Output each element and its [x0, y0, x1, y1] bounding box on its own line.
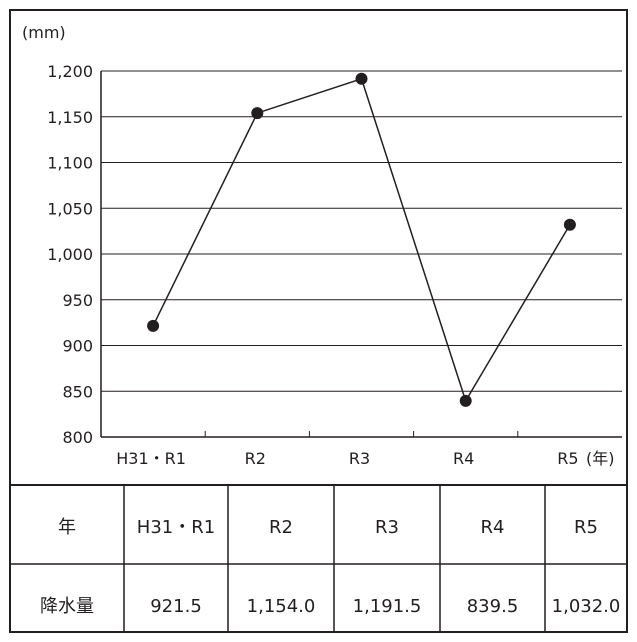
- y-unit-label: (mm): [22, 23, 66, 42]
- x-tick-label: R4: [453, 449, 474, 468]
- y-tick-label: 1,050: [47, 199, 93, 218]
- table-precipitation-cell: 1,154.0: [247, 596, 316, 617]
- table-precipitation-cell: 921.5: [150, 596, 202, 617]
- data-point: [356, 73, 368, 85]
- series-line: [153, 79, 570, 401]
- table-precipitation-cell: 1,032.0: [552, 596, 621, 617]
- table-year-cell: R4: [481, 517, 505, 538]
- table-header-year: 年: [58, 517, 76, 538]
- y-tick-label: 800: [62, 428, 93, 447]
- y-tick-label: 900: [62, 337, 93, 356]
- table-header-precipitation: 降水量: [40, 596, 94, 617]
- table-year-cell: R2: [269, 517, 293, 538]
- y-tick-label: 1,000: [47, 245, 93, 264]
- series-points: [147, 73, 576, 407]
- table-year-cell: R3: [375, 517, 399, 538]
- data-table: 年 降水量 H31・R1 921.5 R2 1,154.0 R3 1,191.5 R4 839…: [10, 485, 627, 632]
- y-tick-label: 1,100: [47, 154, 93, 173]
- y-grid: [101, 71, 622, 437]
- x-tick-label: R2: [245, 449, 266, 468]
- data-point: [147, 320, 159, 332]
- y-tick-label: 950: [62, 291, 93, 310]
- figure-frame: [10, 10, 627, 632]
- data-point: [251, 107, 263, 119]
- precipitation-line: [153, 79, 570, 401]
- x-tick-label: R5: [557, 449, 578, 468]
- y-tick-label: 1,200: [47, 62, 93, 81]
- data-point: [564, 219, 576, 231]
- y-tick-label: 1,150: [47, 108, 93, 127]
- y-axis: 800 850 900 950 1,000 1,050 1,100 1,150 1,200: [47, 62, 101, 447]
- data-point: [460, 395, 472, 407]
- table-year-cell: R5: [574, 517, 598, 538]
- table-precipitation-cell: 1,191.5: [353, 596, 422, 617]
- x-unit-label: (年): [586, 449, 615, 468]
- table-precipitation-cell: 839.5: [467, 596, 519, 617]
- x-tick-label: H31・R1: [116, 449, 186, 468]
- table-year-cell: H31・R1: [137, 517, 215, 538]
- y-tick-label: 850: [62, 382, 93, 401]
- x-tick-label: R3: [349, 449, 370, 468]
